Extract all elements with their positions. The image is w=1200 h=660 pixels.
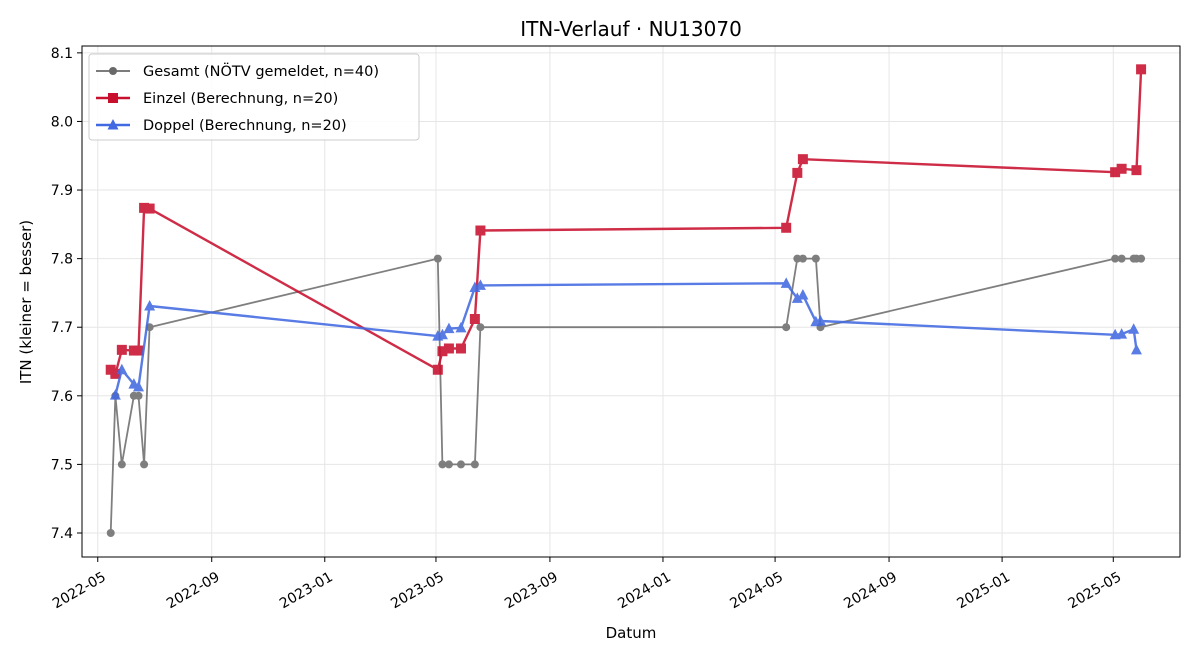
legend-label-doppel: Doppel (Berechnung, n=20) — [143, 118, 347, 134]
einzel-point — [1136, 64, 1147, 75]
einzel-series — [105, 64, 1147, 379]
doppel-point — [814, 315, 826, 326]
doppel-point — [1128, 323, 1140, 334]
x-tick-label: 2023-09 — [502, 569, 561, 612]
einzel-point — [797, 154, 808, 165]
legend: Gesamt (NÖTV gemeldet, n=40) Einzel (Bere… — [88, 53, 420, 141]
series-layer — [105, 64, 1147, 537]
y-tick-label: 8.1 — [51, 46, 73, 62]
gesamt-point — [140, 460, 149, 469]
einzel-point — [475, 225, 486, 236]
einzel-point — [1116, 163, 1127, 174]
einzel-point — [116, 344, 127, 355]
doppel-point — [474, 279, 486, 290]
legend-marker-gesamt — [109, 67, 117, 75]
doppel-series — [109, 277, 1142, 400]
doppel-point — [455, 321, 467, 333]
gesamt-point — [798, 254, 807, 263]
x-tick-label: 2023-01 — [277, 569, 336, 612]
y-axis-label: ITN (kleiner = besser) — [17, 220, 35, 384]
gesamt-point — [433, 254, 442, 263]
gesamt-point — [444, 460, 453, 469]
x-tick-label: 2024-09 — [841, 569, 900, 612]
gesamt-point — [793, 254, 802, 263]
x-tick-label: 2023-05 — [388, 569, 447, 612]
doppel-point — [780, 277, 792, 288]
y-axis: 7.4 7.5 7.6 7.7 7.8 7.9 8.0 8.1 — [51, 46, 82, 542]
gesamt-series — [106, 254, 1146, 537]
x-axis: 2022-05 2022-09 2023-01 2023-05 2023-09 2024-… — [50, 557, 1124, 612]
gesamt-point — [106, 528, 115, 537]
doppel-line — [114, 282, 1138, 396]
y-tick-label: 7.6 — [51, 389, 73, 405]
einzel-point — [1131, 165, 1142, 176]
doppel-point — [133, 380, 145, 392]
einzel-point — [139, 202, 150, 213]
doppel-point — [109, 389, 121, 400]
doppel-point — [1130, 343, 1142, 355]
gesamt-point — [782, 323, 791, 332]
einzel-point — [144, 203, 155, 214]
gesamt-point — [1137, 254, 1146, 263]
gesamt-point — [476, 323, 485, 332]
doppel-point — [1116, 328, 1128, 339]
einzel-point — [110, 368, 121, 379]
y-tick-label: 7.8 — [51, 252, 73, 268]
gesamt-point — [438, 460, 447, 469]
y-tick-label: 7.4 — [51, 526, 73, 542]
legend-marker-doppel — [107, 119, 119, 130]
einzel-point — [792, 167, 803, 178]
x-tick-label: 2024-01 — [615, 569, 674, 612]
x-tick-label: 2024-05 — [727, 569, 786, 612]
legend-marker-einzel — [108, 93, 118, 103]
x-tick-label: 2022-09 — [164, 569, 223, 612]
y-tick-label: 8.0 — [51, 114, 73, 130]
einzel-point — [437, 346, 448, 357]
legend-box — [88, 53, 420, 141]
gesamt-point — [1111, 254, 1120, 263]
einzel-point — [781, 222, 792, 233]
legend-item-einzel: Einzel (Berechnung, n=20) — [96, 91, 338, 107]
x-axis-label: Datum — [606, 624, 657, 642]
doppel-point — [797, 288, 809, 300]
y-tick-label: 7.7 — [51, 320, 73, 336]
doppel-point — [791, 292, 803, 303]
doppel-point — [436, 328, 448, 340]
einzel-point — [432, 364, 443, 375]
legend-item-gesamt: Gesamt (NÖTV gemeldet, n=40) — [96, 62, 379, 80]
x-tick-label: 2025-01 — [954, 569, 1013, 612]
legend-label-einzel: Einzel (Berechnung, n=20) — [143, 91, 338, 107]
x-tick-label: 2025-05 — [1066, 569, 1125, 612]
x-tick-label: 2022-05 — [50, 569, 109, 612]
einzel-point — [443, 343, 454, 354]
einzel-point — [469, 313, 480, 324]
gesamt-point — [1117, 254, 1126, 263]
doppel-point — [443, 322, 455, 334]
chart-title: ITN-Verlauf · NU13070 — [520, 17, 742, 41]
gesamt-point — [470, 460, 479, 469]
gesamt-point — [117, 460, 126, 469]
legend-label-gesamt: Gesamt (NÖTV gemeldet, n=40) — [143, 62, 379, 80]
einzel-point — [133, 345, 144, 356]
doppel-point — [144, 299, 156, 311]
doppel-point — [116, 363, 128, 375]
einzel-point — [1110, 167, 1121, 178]
plot-frame — [81, 45, 1181, 558]
gesamt-point — [456, 460, 465, 469]
y-tick-label: 7.9 — [51, 183, 73, 199]
y-tick-label: 7.5 — [51, 457, 73, 473]
gesamt-point — [811, 254, 820, 263]
gesamt-point — [134, 391, 143, 400]
einzel-point — [455, 343, 466, 354]
legend-item-doppel: Doppel (Berechnung, n=20) — [96, 118, 347, 134]
